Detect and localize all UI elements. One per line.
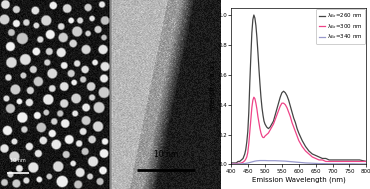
λ$_{Ex}$=340 nm [344, 163, 348, 165]
X-axis label: Emission Wavelength (nm): Emission Wavelength (nm) [252, 176, 346, 183]
λ$_{Ex}$=340 nm [236, 163, 240, 165]
λ$_{Ex}$=340 nm [283, 160, 287, 162]
λ$_{Ex}$=340 nm [364, 163, 369, 165]
λ$_{Ex}$=260 nm [252, 14, 256, 16]
λ$_{Ex}$=340 nm [317, 162, 321, 165]
λ$_{Ex}$=340 nm [263, 159, 267, 162]
λ$_{Ex}$=340 nm [261, 159, 266, 162]
λ$_{Ex}$=340 nm [241, 163, 245, 165]
Text: 10 nm: 10 nm [154, 150, 178, 159]
Line: λ$_{Ex}$=340 nm: λ$_{Ex}$=340 nm [231, 160, 366, 164]
λ$_{Ex}$=340 nm [249, 161, 254, 163]
λ$_{Ex}$=340 nm [310, 162, 314, 164]
λ$_{Ex}$=340 nm [330, 163, 335, 165]
λ$_{Ex}$=340 nm [253, 160, 257, 162]
λ$_{Ex}$=340 nm [357, 163, 362, 165]
λ$_{Ex}$=260 nm [269, 123, 274, 125]
λ$_{Ex}$=260 nm [364, 160, 369, 163]
λ$_{Ex}$=340 nm [337, 163, 342, 165]
λ$_{Ex}$=340 nm [256, 160, 260, 162]
λ$_{Ex}$=260 nm [276, 102, 281, 104]
λ$_{Ex}$=340 nm [238, 163, 242, 165]
λ$_{Ex}$=340 nm [293, 161, 297, 163]
λ$_{Ex}$=300 nm [262, 136, 266, 139]
λ$_{Ex}$=340 nm [232, 163, 237, 165]
Y-axis label: Intensity (a.u.): Intensity (a.u.) [209, 60, 216, 112]
λ$_{Ex}$=340 nm [251, 160, 255, 163]
λ$_{Ex}$=300 nm [285, 107, 289, 109]
λ$_{Ex}$=340 nm [280, 160, 284, 162]
Legend: λ$_{Ex}$=260 nm, λ$_{Ex}$=300 nm, λ$_{Ex}$=340 nm: λ$_{Ex}$=260 nm, λ$_{Ex}$=300 nm, λ$_{Ex… [316, 9, 364, 44]
λ$_{Ex}$=260 nm [286, 99, 291, 101]
λ$_{Ex}$=340 nm [258, 159, 262, 162]
λ$_{Ex}$=260 nm [243, 153, 247, 155]
λ$_{Ex}$=260 nm [229, 162, 233, 164]
λ$_{Ex}$=300 nm [229, 163, 233, 165]
λ$_{Ex}$=340 nm [246, 162, 250, 164]
λ$_{Ex}$=340 nm [297, 161, 301, 163]
Text: 10 nm: 10 nm [10, 159, 26, 163]
λ$_{Ex}$=340 nm [266, 160, 270, 162]
λ$_{Ex}$=300 nm [364, 160, 369, 163]
λ$_{Ex}$=340 nm [243, 162, 247, 165]
λ$_{Ex}$=340 nm [286, 160, 291, 163]
Line: λ$_{Ex}$=260 nm: λ$_{Ex}$=260 nm [231, 15, 366, 163]
λ$_{Ex}$=300 nm [276, 109, 281, 112]
λ$_{Ex}$=340 nm [231, 163, 235, 165]
λ$_{Ex}$=300 nm [243, 160, 247, 162]
λ$_{Ex}$=340 nm [244, 162, 249, 164]
λ$_{Ex}$=340 nm [254, 160, 259, 162]
λ$_{Ex}$=340 nm [273, 160, 278, 162]
λ$_{Ex}$=340 nm [239, 163, 243, 165]
Line: λ$_{Ex}$=300 nm: λ$_{Ex}$=300 nm [231, 97, 366, 164]
λ$_{Ex}$=260 nm [285, 94, 289, 97]
λ$_{Ex}$=300 nm [252, 96, 256, 98]
λ$_{Ex}$=340 nm [276, 160, 281, 162]
λ$_{Ex}$=340 nm [303, 162, 308, 164]
λ$_{Ex}$=340 nm [290, 161, 294, 163]
λ$_{Ex}$=340 nm [259, 159, 264, 162]
λ$_{Ex}$=340 nm [351, 163, 355, 165]
λ$_{Ex}$=340 nm [323, 163, 328, 165]
λ$_{Ex}$=340 nm [248, 161, 252, 164]
λ$_{Ex}$=340 nm [269, 160, 274, 162]
λ$_{Ex}$=340 nm [234, 163, 239, 165]
λ$_{Ex}$=260 nm [262, 120, 266, 122]
λ$_{Ex}$=300 nm [269, 126, 274, 128]
λ$_{Ex}$=300 nm [286, 111, 291, 113]
λ$_{Ex}$=340 nm [229, 163, 233, 165]
